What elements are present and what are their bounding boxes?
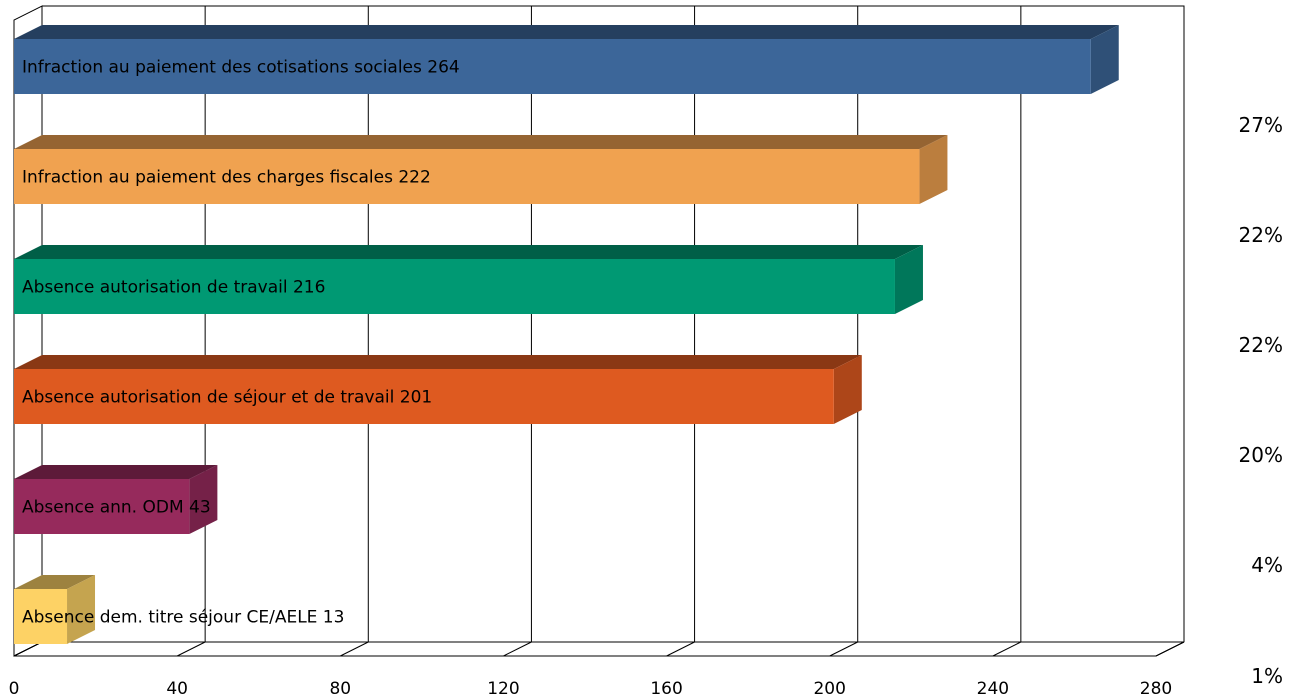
bar-front-face	[14, 589, 68, 644]
floor-gridline	[503, 641, 532, 657]
percentage-label: 4%	[1251, 553, 1283, 577]
bar-top-face	[14, 245, 923, 259]
percentage-label: 27%	[1238, 113, 1283, 137]
x-tick-label: 120	[487, 679, 519, 699]
bar-label: Absence autorisation de travail 216	[22, 278, 325, 298]
bar-side-face	[67, 575, 96, 644]
bar-label: Absence dem. titre séjour CE/AELE 13	[22, 608, 344, 628]
floor-gridline	[666, 641, 695, 657]
bar-top-face	[14, 355, 862, 369]
bar-side-face	[833, 355, 862, 424]
bar-label: Absence ann. ODM 43	[22, 498, 211, 518]
x-tick-label: 80	[329, 679, 351, 699]
bar-top-face	[14, 465, 218, 479]
bar-side-face	[894, 245, 923, 314]
percentage-label: 22%	[1238, 333, 1283, 357]
percentage-label: 22%	[1238, 223, 1283, 247]
bar-3: Absence autorisation de séjour et de tra…	[14, 355, 862, 424]
floor-plane	[13, 641, 1185, 657]
bar-front-face	[14, 369, 834, 424]
bar-top-face	[14, 575, 96, 589]
bar-front-face	[14, 479, 190, 534]
chart-walls	[13, 5, 1185, 657]
back-wall	[42, 5, 1185, 642]
bar-front-face	[14, 149, 920, 204]
bar-side-face	[919, 135, 948, 204]
bar-front-face	[14, 259, 895, 314]
x-tick-label: 280	[1140, 679, 1172, 699]
x-axis-ticks: 0 40 80 120 160 200 240 280	[9, 679, 1173, 699]
bar-side-face	[189, 465, 218, 534]
bar-label: Infraction au paiement des charges fisca…	[22, 168, 431, 188]
x-tick-label: 0	[9, 679, 20, 699]
x-tick-label: 40	[166, 679, 188, 699]
x-tick-label: 160	[650, 679, 682, 699]
floor-gridline	[992, 641, 1022, 657]
bar-side-face	[1090, 25, 1119, 94]
x-tick-label: 240	[977, 679, 1009, 699]
bar-front-face	[14, 39, 1091, 94]
bar-4: Absence ann. ODM 43	[14, 465, 218, 534]
bar-5: Absence dem. titre séjour CE/AELE 13	[14, 575, 344, 644]
floor-gridline	[176, 641, 206, 657]
gridlines	[13, 6, 1185, 657]
bar-label: Infraction au paiement des cotisations s…	[22, 58, 460, 78]
bar-1: Infraction au paiement des charges fisca…	[14, 135, 948, 204]
floor-gridline	[13, 641, 43, 657]
bar-label: Absence autorisation de séjour et de tra…	[22, 388, 432, 408]
floor-gridline	[1155, 641, 1185, 657]
percentage-label: 20%	[1238, 443, 1283, 467]
chart-floor	[13, 641, 1185, 657]
left-wall	[13, 5, 43, 657]
bar-top-face	[14, 25, 1119, 39]
bars: Infraction au paiement des cotisations s…	[14, 25, 1119, 644]
bar-0: Infraction au paiement des cotisations s…	[14, 25, 1119, 94]
bar-2: Absence autorisation de travail 216	[14, 245, 923, 314]
floor-gridline	[340, 641, 369, 657]
percentage-label: 1%	[1251, 664, 1283, 688]
x-tick-label: 200	[813, 679, 845, 699]
bar-top-face	[14, 135, 948, 149]
floor-gridline	[829, 641, 858, 657]
